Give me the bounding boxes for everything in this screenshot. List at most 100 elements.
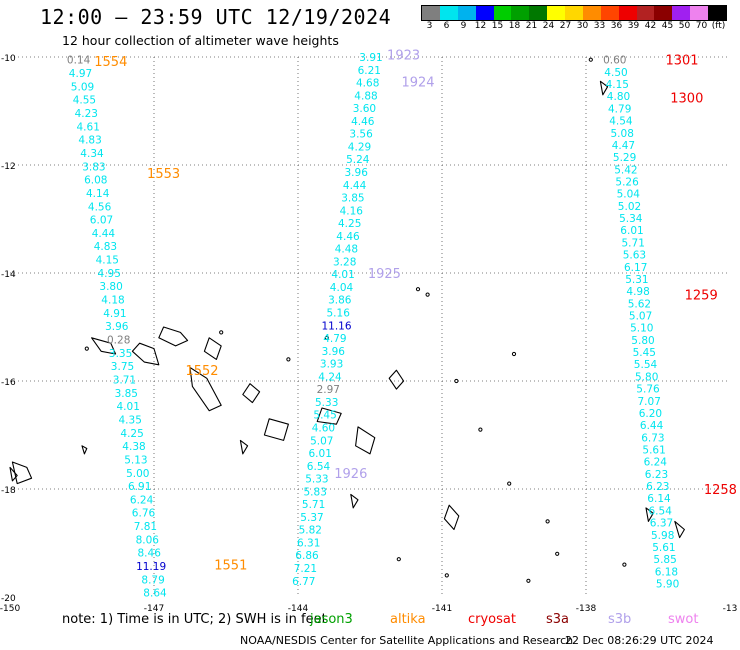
legend-label: 45 <box>661 21 674 31</box>
legend-label: 42 <box>644 21 657 31</box>
legend-label: 70 <box>695 21 708 31</box>
legend-label: 30 <box>576 21 589 31</box>
swh-value: 4.50 <box>604 67 627 79</box>
note-line: note: 1) Time is in UTC; 2) SWH is in fe… <box>62 612 327 627</box>
swh-value: 5.13 <box>124 454 147 466</box>
color-legend: 3 6 9 12 15 18 21 24 27 30 33 36 39 42 45 50 70 (ft) <box>421 5 727 35</box>
islet-dot <box>526 578 531 583</box>
islet-dot <box>511 351 517 357</box>
island-outline <box>11 461 33 485</box>
swh-value: 5.34 <box>619 213 643 225</box>
pass-time-label: 1551 <box>214 559 247 574</box>
swh-value: 5.02 <box>618 201 641 213</box>
legend-swatch <box>457 6 476 20</box>
swh-value: 11.19 <box>136 561 166 573</box>
island-outline <box>263 418 289 441</box>
legend-swatch <box>618 6 637 20</box>
legend-label: 18 <box>508 21 521 31</box>
pass-time-label: 1300 <box>670 92 703 107</box>
swh-value: 4.14 <box>86 188 110 200</box>
islet-dot <box>396 557 401 562</box>
legend-swatch <box>529 6 548 20</box>
swh-value: 6.54 <box>307 461 331 473</box>
swh-value: 6.44 <box>640 420 664 432</box>
swh-value: 5.71 <box>302 499 325 511</box>
pass-time-label: 1259 <box>685 289 718 304</box>
swh-value: 4.83 <box>78 135 101 147</box>
pass-time-label: 1258 <box>704 483 737 498</box>
legend-unit: (ft) <box>711 21 726 31</box>
swh-value: 4.47 <box>612 140 635 152</box>
legend-swatch <box>422 6 440 20</box>
legend-label: 50 <box>678 21 691 31</box>
pass-time-label: 1552 <box>185 364 218 379</box>
satellite-key-jason3: jason3 <box>310 612 353 627</box>
swh-value: 3.96 <box>105 321 129 333</box>
swh-value: 6.07 <box>90 215 113 227</box>
swh-value: 5.45 <box>313 410 336 422</box>
swh-value: 3.96 <box>322 346 346 358</box>
swh-value: 7.81 <box>134 521 157 533</box>
swh-value: 5.82 <box>299 525 322 537</box>
lat-tick-label: -14 <box>1 270 16 280</box>
swh-value: 5.98 <box>651 530 674 542</box>
legend-label: 6 <box>443 21 450 31</box>
swh-value: 5.16 <box>327 308 351 320</box>
swh-value: 4.48 <box>335 244 358 256</box>
swh-value: 5.71 <box>622 237 645 249</box>
legend-swatch <box>690 6 708 20</box>
legend-swatch <box>582 6 601 20</box>
swh-value: 5.31 <box>625 274 648 286</box>
swh-value: 5.00 <box>126 468 149 480</box>
swh-value: 8.06 <box>136 534 160 546</box>
satellite-key-altika: altika <box>390 612 426 627</box>
swh-value: 4.25 <box>338 218 361 230</box>
swh-value: 6.17 <box>624 262 647 274</box>
swh-value: 6.08 <box>84 175 107 187</box>
swh-value: 3.71 <box>113 375 136 387</box>
swh-value: 4.88 <box>354 90 377 102</box>
swh-value: 5.62 <box>628 298 651 310</box>
swh-value: 11.16 <box>321 320 351 332</box>
swh-value: 4.56 <box>88 201 112 213</box>
swh-value: 6.21 <box>358 65 381 77</box>
swh-value: 5.37 <box>300 512 323 524</box>
swh-value: 4.79 <box>323 333 346 345</box>
swh-value: 6.76 <box>132 508 156 520</box>
islet-dot <box>286 357 291 362</box>
swh-value: 7.07 <box>638 396 661 408</box>
legend-labels: 3 6 9 12 15 18 21 24 27 30 33 36 39 42 45 50 70 (ft) <box>421 21 727 35</box>
swh-value: 5.80 <box>635 371 658 383</box>
swh-value: 4.25 <box>120 428 143 440</box>
swh-value: 0.14 <box>67 55 91 67</box>
swh-value: 5.09 <box>71 81 94 93</box>
swh-value: 4.61 <box>77 121 100 133</box>
island-outline <box>189 366 222 412</box>
swh-value: 5.61 <box>652 542 675 554</box>
swh-value: 5.29 <box>613 152 636 164</box>
islet-dot <box>507 481 512 486</box>
swh-value: 6.24 <box>644 457 668 469</box>
island-outline <box>131 342 160 366</box>
swh-value: 0.28 <box>107 335 130 347</box>
legend-label: 36 <box>610 21 623 31</box>
island-outline <box>355 426 376 455</box>
pass-time-label: 1553 <box>147 167 180 182</box>
legend-swatch <box>439 6 458 20</box>
swh-value: 3.96 <box>345 167 369 179</box>
legend-swatch <box>654 6 673 20</box>
swh-value: 5.07 <box>310 435 333 447</box>
islet-dot <box>478 427 483 432</box>
legend-label: 3 <box>426 21 433 31</box>
legend-label: 12 <box>474 21 487 31</box>
islet-dot <box>84 346 89 351</box>
swh-value: 5.76 <box>636 384 660 396</box>
swh-value: 6.01 <box>620 225 643 237</box>
pass-time-label: 1924 <box>401 75 434 90</box>
pass-time-label: 1925 <box>368 267 401 282</box>
lon-tick-label: -144 <box>288 604 309 614</box>
swh-value: 6.23 <box>646 481 669 493</box>
swh-value: 5.04 <box>617 189 641 201</box>
page-title: 12:00 — 23:59 UTC 12/19/2024 <box>40 5 392 29</box>
legend-swatch <box>475 6 494 20</box>
